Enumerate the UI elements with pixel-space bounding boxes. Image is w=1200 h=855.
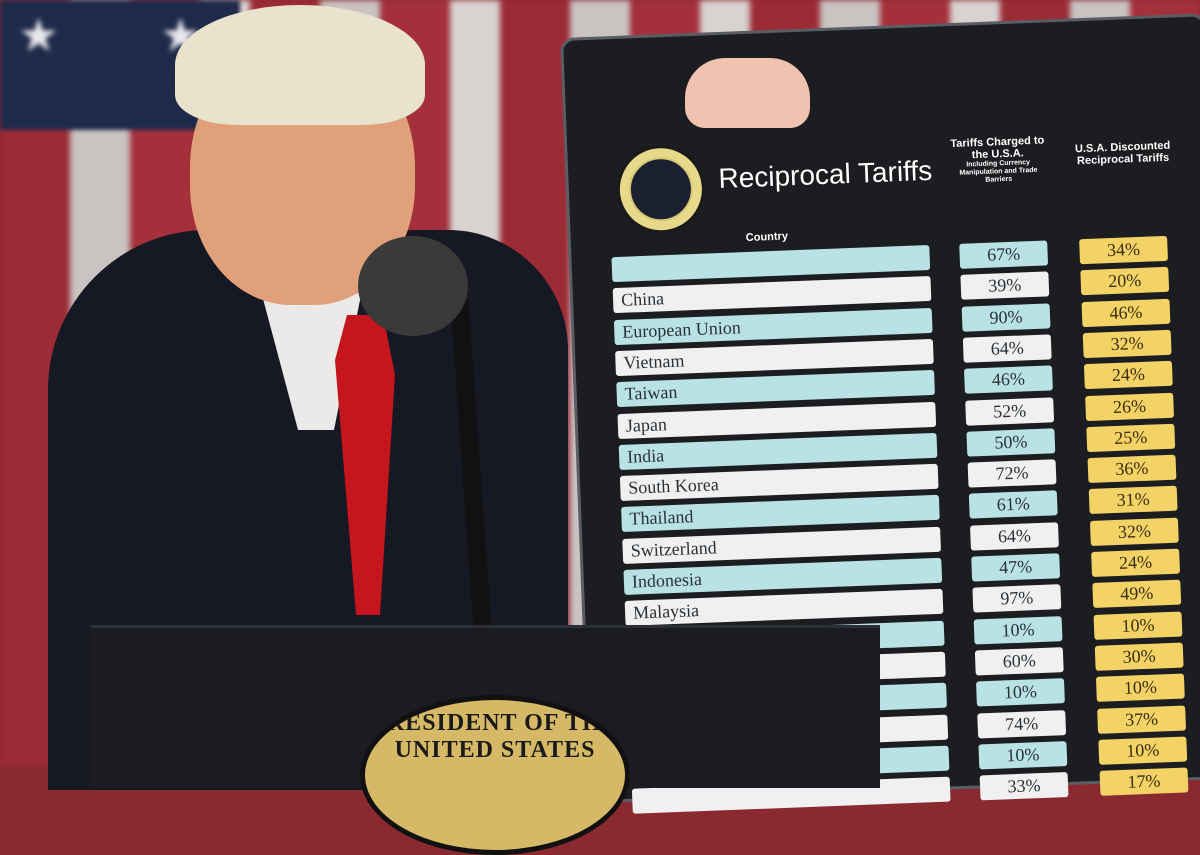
country-cell: India xyxy=(618,432,938,470)
charged-cell: 47% xyxy=(971,553,1061,582)
table-row: China 39% 20% xyxy=(573,267,1170,315)
table-row: Indonesia 47% 24% xyxy=(583,548,1181,596)
discounted-cell: 24% xyxy=(1091,548,1181,577)
table-row: 67% 34% xyxy=(571,235,1169,284)
table-row: South Korea 72% 36% xyxy=(580,454,1177,503)
charged-cell: 33% xyxy=(979,772,1069,801)
charged-cell: 61% xyxy=(968,490,1058,520)
charged-header-text: Tariffs Charged to the U.S.A. xyxy=(950,134,1045,162)
charged-cell: 72% xyxy=(967,459,1057,488)
discounted-cell: 32% xyxy=(1089,517,1179,546)
charged-cell: 10% xyxy=(976,678,1065,707)
discounted-cell: 30% xyxy=(1094,642,1184,671)
charged-cell: 64% xyxy=(970,521,1059,551)
charged-header-note: Including Currency Manipulation and Trad… xyxy=(959,159,1038,184)
charged-cell: 10% xyxy=(973,615,1063,645)
country-cell: Thailand xyxy=(621,495,940,533)
discounted-cell: 46% xyxy=(1081,298,1171,327)
table-row: Taiwan 46% 24% xyxy=(576,360,1173,409)
charged-cell: 64% xyxy=(962,334,1052,363)
country-cell: Malaysia xyxy=(624,589,944,627)
discounted-column-header: U.S.A. Discounted Reciprocal Tariffs xyxy=(1074,139,1171,168)
discounted-cell: 37% xyxy=(1097,704,1187,734)
country-cell: Japan xyxy=(617,401,937,439)
hand xyxy=(685,58,810,128)
table-row: India 50% 25% xyxy=(579,423,1176,471)
discounted-cell: 20% xyxy=(1080,267,1170,296)
table-row: Thailand 61% 31% xyxy=(581,486,1178,534)
table-row: Vietnam 64% 32% xyxy=(575,329,1172,378)
discounted-cell: 25% xyxy=(1086,423,1176,452)
charged-cell: 90% xyxy=(961,302,1051,332)
charged-cell: 10% xyxy=(978,740,1068,770)
charged-cell: 50% xyxy=(966,428,1056,457)
country-column-header: Country xyxy=(745,230,789,245)
discounted-cell: 17% xyxy=(1099,767,1189,796)
table-row: Japan 52% 26% xyxy=(577,392,1175,440)
discounted-cell: 49% xyxy=(1092,579,1182,609)
country-cell: European Union xyxy=(613,307,933,345)
country-cell: China xyxy=(612,276,932,314)
charged-cell: 52% xyxy=(965,396,1055,426)
discounted-cell: 34% xyxy=(1079,235,1169,265)
country-cell: Switzerland xyxy=(622,526,941,564)
country-cell: Taiwan xyxy=(616,370,935,408)
table-row: Malaysia 97% 49% xyxy=(585,579,1182,628)
person-hair xyxy=(175,5,425,125)
podium-seal: PRESIDENT OF THE UNITED STATES xyxy=(360,695,630,855)
charged-cell: 60% xyxy=(974,647,1064,676)
discounted-cell: 36% xyxy=(1087,454,1177,484)
board-title: Reciprocal Tariffs xyxy=(717,154,933,195)
discounted-cell: 10% xyxy=(1095,673,1185,703)
country-cell: Indonesia xyxy=(623,557,943,595)
country-cell: South Korea xyxy=(619,463,939,502)
charged-cell: 74% xyxy=(977,709,1067,738)
discounted-cell: 10% xyxy=(1093,611,1183,640)
discounted-cell: 32% xyxy=(1082,329,1172,359)
table-row: European Union 90% 46% xyxy=(574,298,1171,346)
discounted-cell: 10% xyxy=(1098,736,1188,765)
discounted-cell: 24% xyxy=(1083,360,1173,390)
microphone xyxy=(358,236,468,336)
charged-column-header: Tariffs Charged to the U.S.A. Including … xyxy=(947,134,1049,186)
star-icon: ★ xyxy=(18,10,60,61)
discounted-cell: 31% xyxy=(1088,486,1178,515)
country-cell xyxy=(611,244,931,283)
discounted-cell: 26% xyxy=(1085,392,1175,421)
charged-cell: 67% xyxy=(959,240,1049,269)
charged-cell: 97% xyxy=(972,584,1062,613)
presidential-seal xyxy=(615,143,707,235)
table-row: Switzerland 64% 32% xyxy=(582,517,1179,565)
country-cell: Vietnam xyxy=(615,338,934,376)
charged-cell: 46% xyxy=(964,365,1053,394)
charged-cell: 39% xyxy=(960,271,1050,301)
podium-seal-text: PRESIDENT OF THE UNITED STATES xyxy=(371,710,619,763)
